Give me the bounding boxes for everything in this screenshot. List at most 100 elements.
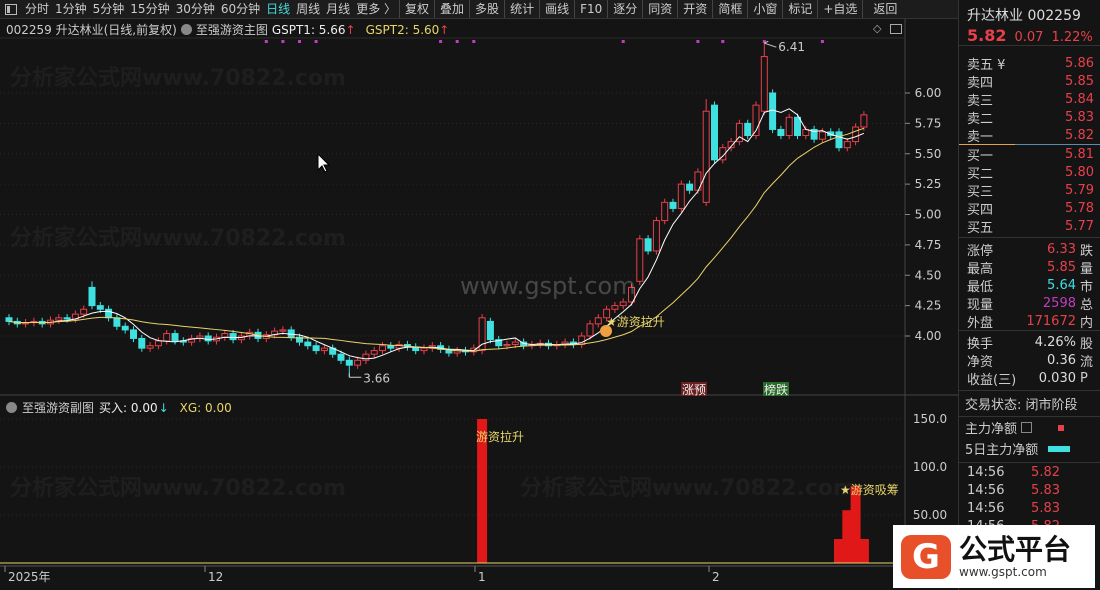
arrow-down-icon: ↓ — [158, 400, 169, 415]
quote-row: 收益(三) 0.030 P — [959, 369, 1100, 388]
candle-down — [486, 320, 494, 341]
signal-dot — [721, 40, 725, 43]
btn-tick[interactable]: 逐分 — [607, 0, 642, 18]
candle-up — [628, 286, 635, 303]
quote-panel: 升达林业 002259 5.82 0.07 1.22% 卖五 ¥ 5.86 卖四 5.… — [958, 0, 1100, 590]
price-change: 0.07 — [1014, 30, 1044, 45]
tick-row: 14:56 5.83 — [959, 499, 1100, 517]
candle-up — [818, 131, 826, 140]
row-label: 最低 — [967, 279, 994, 295]
panel-icon[interactable] — [890, 24, 902, 34]
tick-price: 5.82 — [1031, 464, 1060, 480]
row-label: 买一 — [967, 148, 994, 164]
candle-up — [652, 220, 660, 252]
candle-up — [727, 141, 735, 149]
logo-g-icon: G — [901, 534, 951, 579]
row-value: 4.26% — [1034, 334, 1076, 350]
kline-chart[interactable]: 6.00 5.75 5.50 5.25 5.00 4.75 4.50 4.25 4.00 6.41… — [0, 0, 958, 590]
diamond-icon[interactable]: ◇ — [873, 22, 882, 35]
date-label: 12 — [208, 570, 223, 584]
candle-down — [345, 359, 353, 366]
candle-up — [611, 305, 619, 310]
sub-bar — [858, 539, 869, 563]
indicator-toggle-icon[interactable] — [180, 24, 192, 35]
tick-time: 14:56 — [967, 482, 1005, 498]
candle-up — [163, 333, 171, 342]
candle-up — [379, 345, 386, 352]
period-daily[interactable]: 日线 — [266, 1, 291, 16]
btn-draw[interactable]: 画线 — [539, 0, 574, 18]
last-price: 5.82 — [967, 26, 1007, 45]
btn-stats[interactable]: 统计 — [504, 0, 539, 18]
btn-back[interactable]: 返回 — [862, 0, 907, 18]
candle-up — [370, 350, 378, 355]
row-extra-label: P — [1080, 370, 1088, 386]
row-label: 卖四 — [967, 75, 994, 91]
candle-down — [5, 317, 13, 322]
candle-up — [661, 201, 669, 222]
row-value: 0.030 — [1038, 370, 1076, 386]
bid-list: 买一 5.81 买二 5.80 买三 5.79 买四 5.78 买五 5.77 — [967, 144, 1100, 235]
sub-bar — [850, 486, 861, 563]
toolbar: 分时 1分钟 5分钟 15分钟 30分钟 60分钟 日线 周线 月线 更多 〉 … — [0, 0, 958, 19]
row-label: 涨停 — [967, 243, 994, 259]
candle-down — [96, 305, 104, 310]
period-5min[interactable]: 5分钟 — [92, 1, 125, 16]
row-label: 卖一 — [967, 129, 994, 145]
candle-up — [719, 147, 727, 161]
row-label: 卖五 ¥ — [967, 57, 1006, 73]
candle-down — [229, 333, 237, 341]
candle-up — [55, 317, 63, 321]
candle-up — [279, 329, 287, 332]
candle-down — [337, 353, 345, 361]
tick-time: 14:56 — [967, 464, 1005, 480]
candle-up — [735, 122, 743, 143]
candle-up — [677, 183, 685, 209]
row-label: 买二 — [967, 166, 994, 182]
row-label: 卖三 — [967, 93, 994, 109]
btn-fuquan[interactable]: 复权 — [399, 0, 434, 18]
period-weekly[interactable]: 周线 — [296, 1, 321, 16]
btn-f10[interactable]: F10 — [574, 0, 607, 18]
candle-up — [843, 141, 851, 149]
signal-dot — [298, 40, 301, 43]
btn-tongzi[interactable]: 同资 — [642, 0, 677, 18]
btn-simple[interactable]: 简框 — [712, 0, 747, 18]
row-value: 5.80 — [1065, 164, 1094, 180]
signal-dot — [621, 40, 625, 43]
btn-add-watchlist[interactable]: +自选 — [817, 0, 862, 18]
list-icon[interactable] — [1021, 422, 1033, 433]
tick-price: 5.83 — [1031, 482, 1060, 498]
trade-status: 交易状态: 闭市阶段 — [959, 391, 1100, 417]
btn-small-window[interactable]: 小窗 — [747, 0, 782, 18]
candle-down — [644, 238, 652, 252]
period-1min[interactable]: 1分钟 — [55, 1, 87, 16]
period-monthly[interactable]: 月线 — [326, 1, 351, 16]
period-more[interactable]: 更多 〉 — [356, 1, 397, 16]
btn-overlay[interactable]: 叠加 — [434, 0, 469, 18]
panel-toggle-icon[interactable] — [5, 3, 17, 15]
period-30min[interactable]: 30分钟 — [175, 1, 215, 16]
candle-up — [362, 353, 370, 361]
sub-indicator-toggle-icon[interactable] — [6, 402, 17, 413]
sub-tick-label: 50.00 — [913, 508, 947, 522]
quote-row: 换手 4.26% 股 — [959, 333, 1100, 352]
candle-down — [495, 339, 503, 347]
candle-down — [744, 122, 752, 137]
period-15min[interactable]: 15分钟 — [130, 1, 170, 16]
candle-down — [669, 201, 677, 209]
candle-down — [63, 317, 71, 320]
row-value: 5.64 — [1047, 277, 1076, 293]
quote-row: 买二 5.80 — [959, 163, 1100, 182]
btn-kaizi[interactable]: 开资 — [677, 0, 712, 18]
candle-down — [794, 116, 801, 137]
indicator-name[interactable]: 至强游资主图 — [195, 23, 268, 37]
row-value: 5.85 — [1065, 73, 1094, 89]
btn-multi[interactable]: 多股 — [469, 0, 504, 18]
period-fenshi[interactable]: 分时 — [25, 1, 50, 16]
period-60min[interactable]: 60分钟 — [220, 1, 261, 16]
tick-row: 14:56 5.82 — [959, 463, 1100, 481]
date-label: 2 — [712, 570, 720, 584]
sub-indicator-name[interactable]: 至强游资副图 — [22, 401, 95, 415]
btn-mark[interactable]: 标记 — [782, 0, 817, 18]
